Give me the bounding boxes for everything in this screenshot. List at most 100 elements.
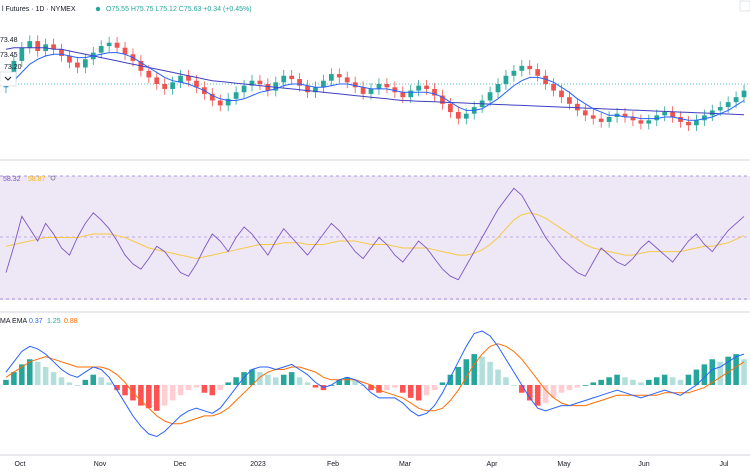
candle (455, 112, 461, 119)
candle (35, 41, 41, 51)
candle (678, 117, 683, 122)
candle (265, 84, 271, 91)
macd-histogram-bar (463, 359, 470, 385)
candle (209, 93, 215, 101)
candle (503, 75, 509, 84)
candle (217, 100, 223, 106)
chevron-down-icon (4, 76, 12, 81)
macd-histogram-bar (558, 385, 565, 393)
macd-histogram-bar (90, 374, 97, 385)
time-axis-tick-label: 2023 (250, 461, 266, 468)
time-axis-tick-label: May (557, 461, 571, 468)
macd-histogram-bar (439, 382, 446, 385)
time-axis-tick-label: Apr (487, 461, 499, 468)
candle (638, 120, 644, 124)
rsi-ma-value: 58.87 (28, 176, 46, 183)
candle (297, 79, 302, 86)
candle (321, 80, 326, 88)
candle (257, 80, 263, 84)
macd-histogram-bar (233, 377, 239, 385)
maximize-button[interactable] (739, 0, 750, 12)
time-axis-tick-label: Mar (399, 461, 412, 468)
candle (424, 85, 429, 89)
macd-histogram-bar (479, 356, 485, 385)
candle (701, 115, 707, 121)
price-pane[interactable] (0, 0, 750, 160)
macd-histogram-bar (304, 382, 311, 385)
candle (574, 103, 580, 111)
collapse-legend-button[interactable] (0, 71, 17, 87)
macd-histogram-bar (26, 359, 33, 385)
candle (662, 112, 668, 116)
macd-histogram-bar (384, 385, 390, 391)
macd-histogram-bar (741, 359, 747, 385)
macd-histogram-bar (661, 374, 668, 385)
macd-histogram-bar (709, 359, 716, 385)
macd-histogram-bar (653, 377, 660, 385)
macd-histogram-bar (209, 385, 216, 396)
macd-histogram-bar (193, 385, 200, 388)
macd-histogram-bar (646, 379, 652, 385)
settings-icon[interactable] (50, 175, 56, 181)
candle (281, 75, 287, 83)
time-axis-tick-label: Jul (720, 461, 729, 468)
macd-histogram-bar (471, 354, 477, 385)
macd-histogram-bar (257, 372, 263, 385)
candle (273, 82, 279, 91)
macd-histogram-bar (503, 377, 509, 385)
macd-histogram-bar (368, 385, 374, 391)
macd-histogram-bar (98, 377, 104, 385)
candle (709, 110, 715, 116)
candle (654, 115, 660, 121)
candle (559, 90, 564, 98)
macd-histogram-bar (630, 379, 636, 385)
time-axis: Oct Nov Dec 2023 Feb Mar Apr May Jun Jul (15, 461, 729, 468)
macd-histogram-bar (344, 377, 351, 385)
macd-histogram-bar (288, 372, 295, 385)
candle (114, 42, 120, 48)
ma-fast-line (5, 52, 745, 121)
candle (622, 113, 628, 117)
rsi-band-background (0, 176, 750, 300)
macd-histogram-bar (352, 379, 358, 385)
macd-histogram-bar (169, 385, 176, 401)
candle (162, 84, 168, 89)
macd-histogram-bar (114, 385, 120, 391)
macd-histogram-bar (606, 377, 612, 385)
candle (630, 117, 636, 121)
macd-histogram-bar (19, 364, 25, 385)
candle (582, 110, 588, 116)
time-axis-tick-label: Dec (174, 461, 187, 468)
macd-histogram-bar (153, 385, 160, 411)
macd-histogram-bar (582, 385, 589, 386)
macd-histogram-bar (669, 377, 676, 385)
ma-slow-line (5, 47, 745, 116)
candle (741, 90, 747, 98)
price-label-3: 73.20 (4, 64, 22, 71)
candle (154, 77, 160, 84)
legend-bg (0, 12, 20, 23)
macd-signal-value: 1.25 (47, 318, 61, 325)
macd-histogram-bar (106, 382, 112, 385)
candle (527, 65, 533, 70)
candle (416, 85, 422, 91)
macd-histogram-bar (185, 385, 192, 391)
macd-title: MA EMA (0, 318, 28, 325)
macd-value: 0.37 (29, 318, 43, 325)
macd-histogram-bar (550, 385, 557, 398)
candle (440, 95, 445, 104)
time-axis-tick-label: Nov (94, 461, 107, 468)
candle (305, 85, 310, 93)
candle (590, 115, 596, 119)
macd-histogram-bar (701, 364, 708, 385)
candle (51, 44, 56, 50)
candle (11, 60, 17, 81)
macd-histogram-bar (336, 379, 343, 385)
candle (376, 84, 382, 89)
candle (249, 80, 255, 86)
macd-histogram-bar (519, 385, 525, 393)
macd-histogram-bar (392, 385, 398, 388)
macd-histogram-bar (717, 361, 724, 385)
candle (67, 55, 72, 63)
